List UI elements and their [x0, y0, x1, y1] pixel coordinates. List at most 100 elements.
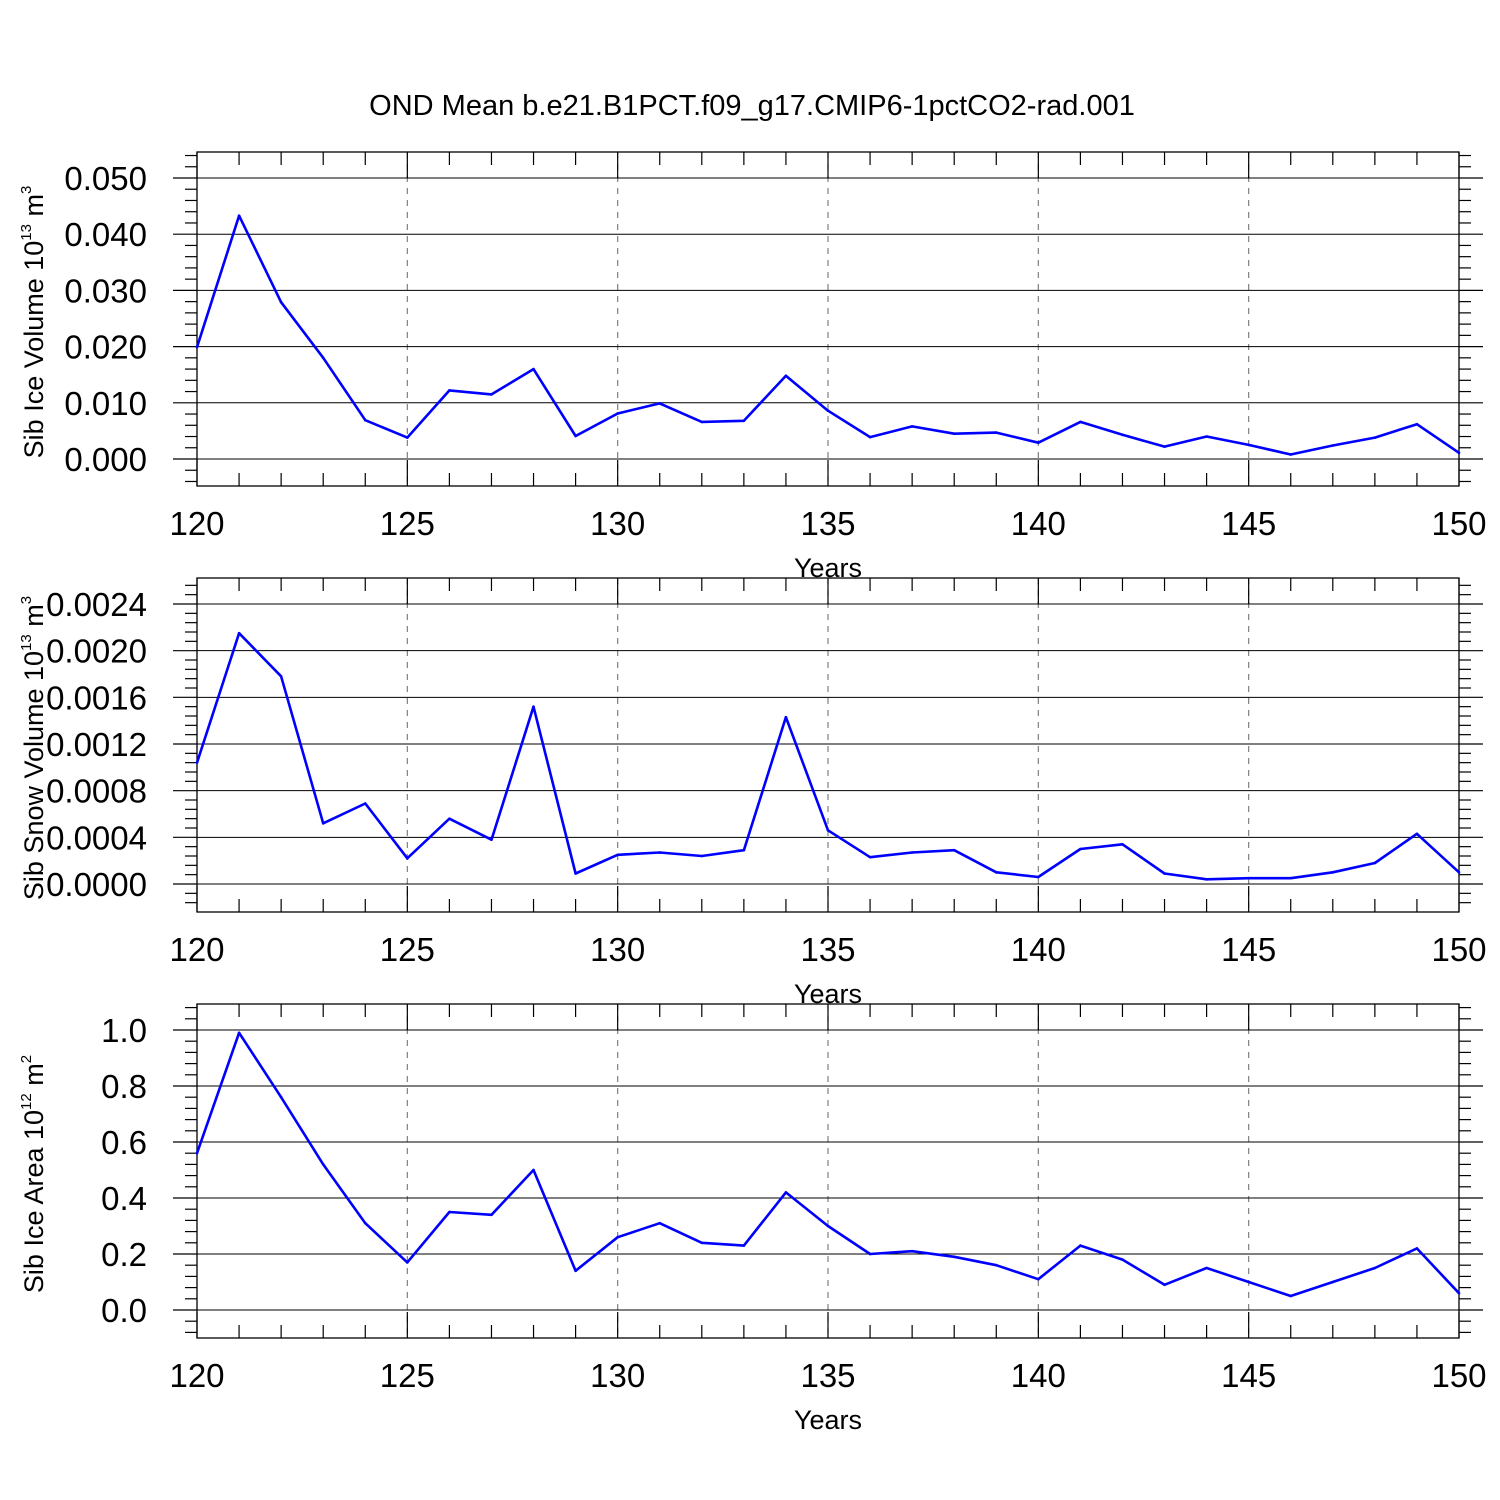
x-tick-label: 135	[800, 931, 855, 968]
data-point	[700, 1241, 704, 1245]
data-point	[616, 853, 619, 857]
data-point	[279, 675, 283, 678]
data-point	[1247, 1280, 1250, 1284]
x-tick-label: 145	[1221, 931, 1276, 968]
data-point	[742, 848, 746, 852]
y-axis-label-text: m	[19, 1063, 49, 1093]
data-point	[910, 1249, 914, 1253]
data-point	[1457, 1291, 1461, 1295]
data-point	[658, 402, 662, 405]
data-point	[1373, 1266, 1377, 1270]
data-point	[1415, 422, 1419, 426]
data-point	[532, 367, 535, 371]
data-point	[195, 345, 199, 349]
data-point	[1163, 872, 1166, 875]
y-tick-label: 0.2	[101, 1236, 147, 1273]
data-point	[658, 1221, 662, 1225]
x-tick-label: 125	[380, 931, 435, 968]
data-point	[321, 822, 325, 825]
data-point	[1373, 861, 1377, 865]
y-tick-label: 0.030	[64, 272, 147, 309]
data-point	[1289, 1294, 1293, 1298]
data-point	[868, 435, 872, 439]
data-point	[826, 409, 830, 412]
y-tick-label: 0.4	[101, 1180, 147, 1217]
data-point	[195, 1151, 199, 1155]
y-axis-label-superscript: 3	[18, 186, 35, 194]
data-point	[490, 393, 493, 396]
y-tick-label: 0.020	[64, 329, 147, 366]
data-point	[1037, 1277, 1040, 1281]
data-point	[1247, 443, 1250, 447]
y-axis-label-text: Sib Snow Volume 10	[19, 651, 49, 900]
data-point	[1205, 878, 1208, 881]
x-tick-label: 135	[800, 505, 855, 542]
x-tick-label: 125	[380, 505, 435, 542]
y-axis-label-text: m	[19, 194, 49, 224]
data-point	[994, 431, 998, 434]
y-axis-label-text: Sib Ice Volume 10	[19, 241, 49, 459]
x-tick-label: 130	[590, 505, 645, 542]
y-tick-label: 0.0004	[46, 819, 147, 856]
data-point	[1331, 871, 1335, 874]
panel-1: 0.000 0.010 0.020 0.030 0.040 0.050 120 125 130 1…	[18, 151, 1487, 583]
x-tick-label: 150	[1431, 505, 1486, 542]
x-tick-label: 145	[1221, 505, 1276, 542]
data-point	[1373, 436, 1377, 439]
data-point	[784, 374, 788, 378]
y-axis-label: Sib Ice Volume 1013 m3	[18, 186, 49, 459]
data-point	[616, 412, 619, 415]
data-point	[363, 1221, 367, 1225]
data-point	[279, 300, 283, 304]
data-point	[574, 434, 577, 438]
data-point	[1289, 876, 1293, 880]
x-tick-label: 140	[1011, 1357, 1066, 1394]
data-point	[952, 432, 956, 436]
panels: 0.000 0.010 0.020 0.030 0.040 0.050 120 125 130 1…	[18, 151, 1487, 1435]
x-tick-label: 150	[1431, 1357, 1486, 1394]
data-point	[994, 1263, 998, 1267]
data-point	[321, 356, 325, 360]
data-point	[363, 802, 367, 805]
y-tick-label: 0.0020	[46, 633, 147, 670]
y-tick-label: 0.8	[101, 1068, 147, 1105]
x-tick-label: 120	[169, 1357, 224, 1394]
y-tick-label: 0.000	[64, 441, 147, 478]
x-tick-label: 140	[1011, 505, 1066, 542]
y-axis-label-superscript: 3	[18, 596, 35, 604]
data-point	[826, 829, 830, 832]
y-tick-label: 0.0	[101, 1292, 147, 1329]
data-point	[237, 214, 241, 217]
x-tick-label: 120	[169, 931, 224, 968]
data-point	[742, 419, 746, 423]
data-point	[1457, 451, 1461, 455]
panel-2: 0.0000 0.0004 0.0008 0.0012 0.0016 0.0020 0.00…	[18, 577, 1487, 1009]
y-tick-label: 0.0016	[46, 679, 147, 716]
x-tick-label: 145	[1221, 1357, 1276, 1394]
data-point	[574, 872, 577, 875]
data-point	[237, 1031, 241, 1035]
y-axis-label-superscript: 13	[18, 634, 35, 651]
y-tick-label: 0.6	[101, 1124, 147, 1161]
y-axis-label-superscript: 12	[18, 1093, 35, 1110]
y-tick-label: 0.050	[64, 160, 147, 197]
x-tick-label: 140	[1011, 931, 1066, 968]
data-point	[784, 1191, 788, 1194]
y-tick-label: 0.0008	[46, 773, 147, 810]
data-point	[1331, 1280, 1335, 1284]
data-point	[1163, 445, 1166, 448]
y-tick-label: 0.0000	[46, 866, 147, 903]
data-point	[1079, 420, 1082, 424]
data-point	[658, 851, 662, 854]
y-axis-label: Sib Snow Volume 1013 m3	[18, 596, 49, 900]
x-tick-label: 130	[590, 1357, 645, 1394]
data-point	[1121, 843, 1124, 846]
y-axis-label-superscript: 13	[18, 224, 35, 241]
data-point	[1415, 832, 1419, 836]
data-point	[1079, 1244, 1082, 1247]
panel-3: 0.0 0.2 0.4 0.6 0.8 1.0 120 125 130 135 140 145 150 Y…	[18, 1003, 1487, 1435]
data-point	[868, 855, 872, 859]
data-point	[490, 1213, 493, 1217]
y-tick-label: 0.010	[64, 385, 147, 422]
